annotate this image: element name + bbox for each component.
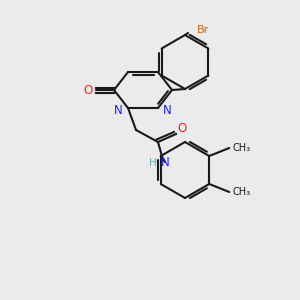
Text: N: N <box>114 103 123 116</box>
Text: CH₃: CH₃ <box>232 187 250 197</box>
Text: H: H <box>149 158 157 168</box>
Text: N: N <box>163 103 172 116</box>
Text: O: O <box>83 83 93 97</box>
Text: N: N <box>160 157 169 169</box>
Text: O: O <box>177 122 187 136</box>
Text: Br: Br <box>197 25 209 35</box>
Text: CH₃: CH₃ <box>232 143 250 153</box>
